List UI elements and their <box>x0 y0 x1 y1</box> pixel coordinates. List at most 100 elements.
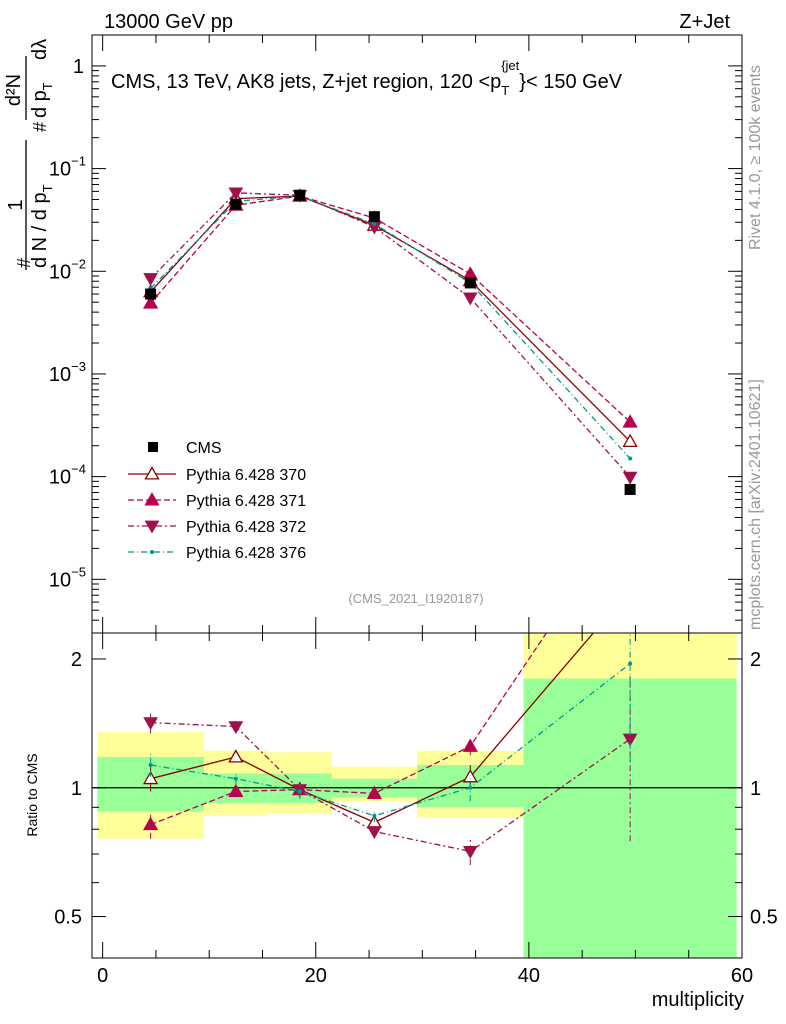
ylabel-d2N: d²N <box>3 74 25 106</box>
legend-marker-cms <box>148 442 158 452</box>
svg-text:d pT: d pT <box>29 82 55 118</box>
plot-title: CMS, 13 TeV, AK8 jets, Z+jet region, 120… <box>111 58 623 98</box>
ylabel-denominator-1: d N / d p <box>29 192 51 268</box>
main-ytick-label: 10−5 <box>49 564 86 591</box>
plot-title-sub: T <box>501 83 509 98</box>
main-ytick-exp: −3 <box>71 359 86 374</box>
cms-point <box>230 198 242 210</box>
svg-text:d N / d pT: d N / d pT <box>29 184 55 268</box>
svg-text:#: # <box>14 258 34 268</box>
series-line-p372 <box>150 192 631 478</box>
ratio-series <box>142 502 638 865</box>
ratio-ytick-label-left: 2 <box>71 649 82 671</box>
legend-label-p370: Pythia 6.428 370 <box>186 467 306 484</box>
ratio-line-p372 <box>150 721 631 853</box>
ratio-point-p372 <box>228 721 244 735</box>
main-point-p376 <box>372 221 377 226</box>
cms-point <box>368 211 380 223</box>
main-point-p371 <box>622 414 638 428</box>
ratio-ylabel: Ratio to CMS <box>24 753 40 836</box>
ylabel-hash-1: # <box>14 258 34 268</box>
x-tick-label: 60 <box>731 965 753 987</box>
ylabel-one: 1 <box>5 199 27 210</box>
ratio-point-p371 <box>142 816 159 831</box>
ratio-point-p372 <box>143 717 158 731</box>
ratio-point-p371 <box>624 502 637 513</box>
svg-text:1: 1 <box>5 199 27 210</box>
header-right-label: Z+Jet <box>679 11 730 33</box>
mcplots-label: mcplots.cern.ch [arXiv:2401.10621] <box>747 379 764 630</box>
main-ytick-base: 10 <box>49 569 71 591</box>
main-point-p372 <box>143 273 158 287</box>
cms-point <box>464 277 476 289</box>
legend-marker-p376 <box>150 550 154 554</box>
ratio-point-p372 <box>367 826 382 840</box>
main-ytick-base: 10 <box>49 159 71 181</box>
ratio-point-p370 <box>228 749 244 763</box>
ratio-point-p376 <box>372 813 377 818</box>
ratio-point-p370 <box>624 583 637 594</box>
ratio-point-p370 <box>462 769 478 783</box>
main-series <box>142 187 638 495</box>
plot-title-end: }< 150 GeV <box>519 71 623 93</box>
ratio-ytick-label-right: 2 <box>750 649 761 671</box>
main-point-p376 <box>628 456 633 461</box>
ratio-ytick-label-left: 0.5 <box>54 907 82 929</box>
svg-text:d²N: d²N <box>3 74 25 106</box>
svg-text:dλ: dλ <box>29 39 51 60</box>
ratio-ytick-label-right: 0.5 <box>750 907 778 929</box>
legend-entry-cms: CMS <box>148 440 222 457</box>
ratio-point-p371 <box>366 785 382 799</box>
legend-marker-p371 <box>144 492 160 506</box>
legend-entry-p370: Pythia 6.428 370 <box>128 466 306 484</box>
main-ytick-base: 10 <box>49 467 71 489</box>
main-ytick-label: 10−3 <box>49 359 86 386</box>
main-ytick-label: 10−1 <box>49 154 86 181</box>
ratio-point-p376 <box>297 789 302 794</box>
main-ytick-label: 10−4 <box>49 462 86 489</box>
ratio-point-p376 <box>233 776 238 781</box>
cms-point <box>294 189 306 201</box>
ratio-point-p371 <box>228 783 244 798</box>
ylabel-sub-T-2: T <box>40 82 55 90</box>
x-tick-label: 0 <box>97 965 108 987</box>
main-ytick-exp: −5 <box>71 564 86 579</box>
cms-point <box>145 288 157 300</box>
ratio-plot: 0.5 0.51 12 20 20 40 60 <box>54 502 778 987</box>
x-tick-label: 40 <box>518 965 540 987</box>
rivet-version-label: Rivet 4.1.0, ≥ 100k events <box>747 65 764 250</box>
svg-text:#: # <box>30 122 50 132</box>
series-line-p376 <box>150 195 631 459</box>
main-point-p371 <box>142 295 159 309</box>
main-ytick-exp: −4 <box>71 462 86 477</box>
legend-label-p376: Pythia 6.428 376 <box>186 545 306 562</box>
main-ytick-base: 10 <box>49 364 71 386</box>
main-ylabel: # 1 d N / d pT # d²N d pT dλ <box>3 39 55 270</box>
ratio-bands <box>97 633 737 958</box>
main-ytick-label: 10−2 <box>49 256 86 283</box>
main-point-p370 <box>622 433 638 447</box>
ratio-point-p376 <box>628 661 633 666</box>
main-ytick-label: 1 <box>73 56 84 78</box>
series-line-p370 <box>150 195 631 442</box>
ylabel-dlambda: dλ <box>29 39 51 60</box>
analysis-id: (CMS_2021_I1920187) <box>348 591 483 606</box>
plot-title-sup: {jet <box>501 58 519 73</box>
x-tick-label: 20 <box>305 965 327 987</box>
legend-label-cms: CMS <box>186 440 222 457</box>
main-point-p372 <box>228 187 244 201</box>
main-point-p371 <box>462 266 478 280</box>
legend-entry-p376: Pythia 6.428 376 <box>128 545 306 562</box>
main-plot: 110−110−210−310−410−5 <box>49 34 743 634</box>
x-axis-label: multiplicity <box>652 989 744 1011</box>
ratio-frame <box>91 632 743 959</box>
main-point-p372 <box>622 471 638 485</box>
legend: CMS Pythia 6.428 370 Pythia 6.428 371 Pyth… <box>128 440 306 562</box>
legend-label-p371: Pythia 6.428 371 <box>186 493 306 510</box>
ylabel-hash-2: # <box>30 122 50 132</box>
series-line-p371 <box>150 195 631 423</box>
main-ytick-base: 10 <box>49 261 71 283</box>
main-ytick-exp: −1 <box>71 154 86 169</box>
header-left-label: 13000 GeV pp <box>104 11 233 33</box>
